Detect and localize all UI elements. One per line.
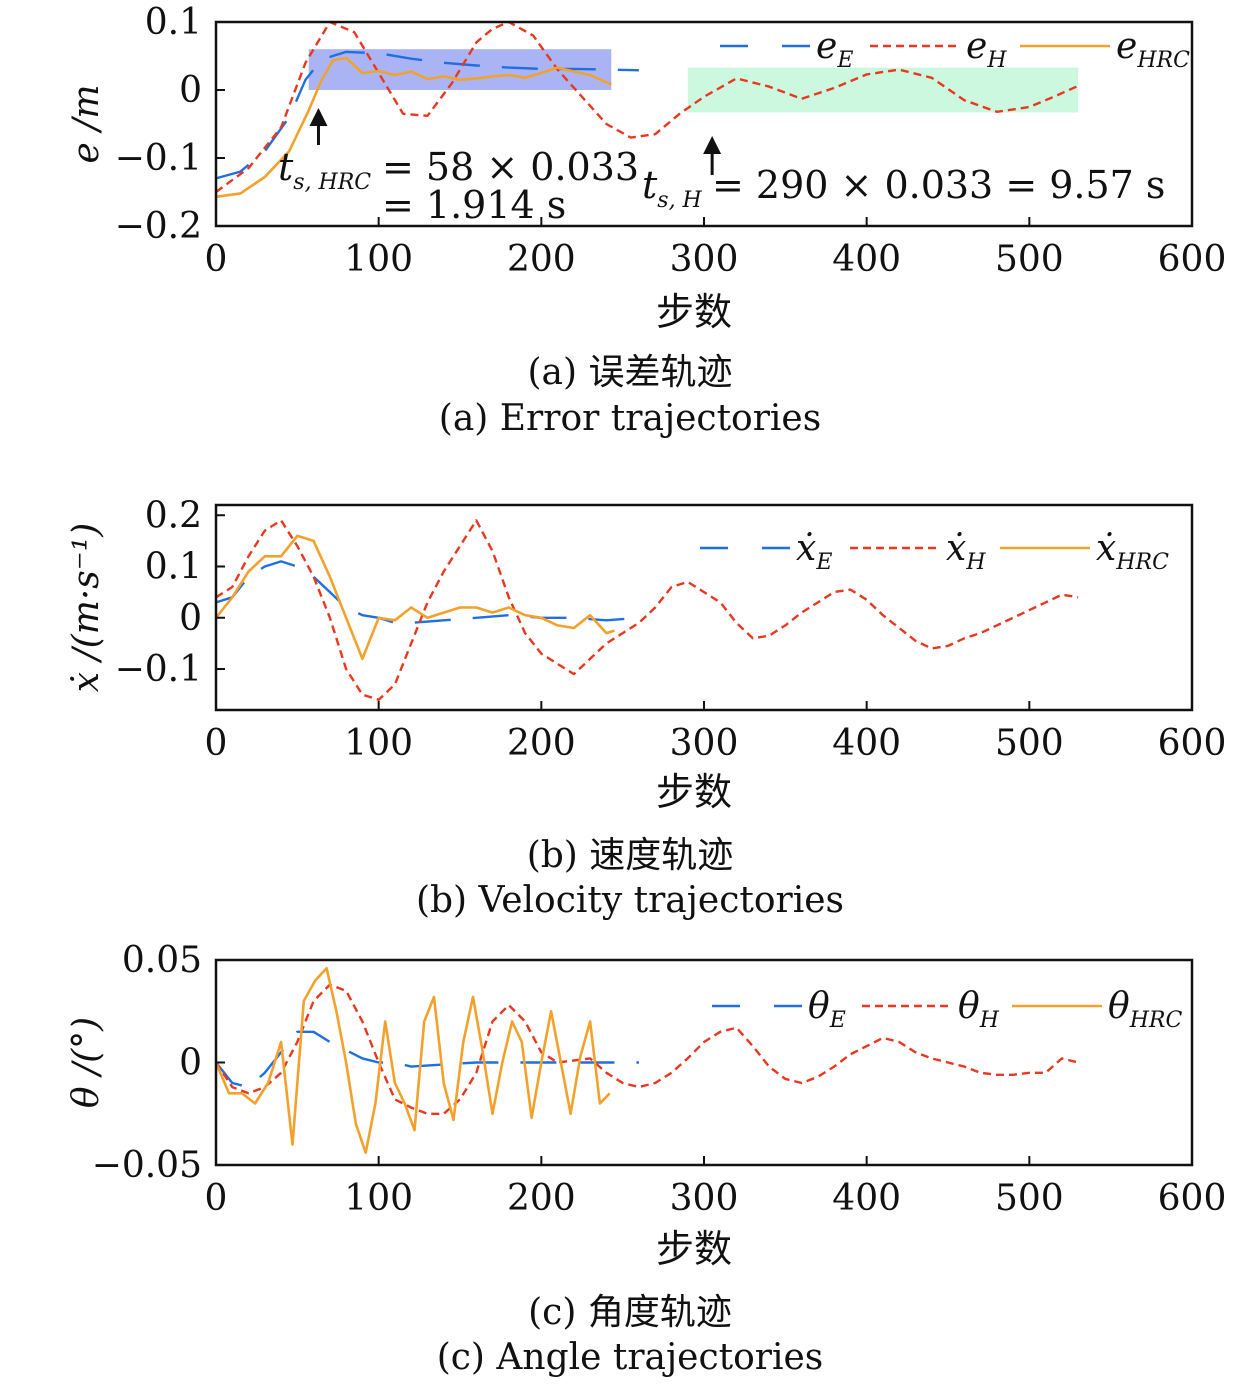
x-axis-label: 步数 bbox=[656, 1227, 732, 1271]
annotation-arrow-head bbox=[703, 136, 722, 154]
series-line-hrc bbox=[216, 534, 615, 661]
caption-a-en: (a) Error trajectories bbox=[438, 398, 822, 439]
y-tick-label: 0 bbox=[179, 70, 202, 111]
annotation-hrc-line1: = 58 × 0.033 bbox=[382, 145, 639, 189]
plot-frame bbox=[214, 503, 1194, 712]
x-tick-label: 100 bbox=[344, 723, 413, 764]
y-tick-label: 0.1 bbox=[145, 547, 202, 588]
x-tick-label: 0 bbox=[205, 723, 228, 764]
y-axis-label: ẋ /(m·s⁻¹) bbox=[66, 523, 107, 692]
y-tick-label: −0.2 bbox=[115, 206, 202, 247]
annotation-h-text: = 290 × 0.033 = 9.57 s bbox=[712, 163, 1165, 207]
caption-b-en: (b) Velocity trajectories bbox=[415, 880, 845, 921]
legend-label-h: ẋH bbox=[946, 528, 986, 575]
x-tick-label: 0 bbox=[205, 239, 228, 280]
x-tick-label: 600 bbox=[1158, 723, 1227, 764]
legend-label-hrc: θHRC bbox=[1108, 986, 1182, 1033]
annotation-arrow-head bbox=[309, 108, 328, 126]
series-line-h bbox=[216, 983, 1079, 1115]
series-line-e bbox=[216, 1030, 639, 1089]
x-tick-label: 300 bbox=[670, 239, 739, 280]
series-line-e bbox=[216, 560, 639, 625]
x-tick-label: 600 bbox=[1158, 1178, 1227, 1219]
series-group bbox=[216, 966, 1079, 1154]
x-tick-label: 100 bbox=[344, 1178, 413, 1219]
plot-frame bbox=[214, 958, 1194, 1167]
x-tick-label: 400 bbox=[832, 239, 901, 280]
caption-c-cn: (c) 角度轨迹 bbox=[528, 1292, 732, 1333]
caption-b-cn: (b) 速度轨迹 bbox=[526, 835, 734, 876]
y-tick-label: 0.1 bbox=[145, 2, 202, 43]
x-tick-label: 400 bbox=[832, 1178, 901, 1219]
caption-c-en: (c) Angle trajectories bbox=[436, 1337, 824, 1378]
x-tick-label: 200 bbox=[507, 1178, 576, 1219]
y-axis-label: θ /(°) bbox=[66, 1017, 107, 1108]
series-line-hrc bbox=[216, 56, 612, 199]
annotation-hrc-var: ts, HRC bbox=[278, 145, 371, 195]
x-tick-label: 200 bbox=[507, 723, 576, 764]
x-tick-label: 200 bbox=[507, 239, 576, 280]
legend-label-hrc: ẋHRC bbox=[1096, 528, 1169, 575]
x-axis-label: 步数 bbox=[656, 770, 732, 814]
x-tick-label: 300 bbox=[670, 723, 739, 764]
x-tick-label: 100 bbox=[344, 239, 413, 280]
caption-a-cn: (a) 误差轨迹 bbox=[527, 352, 733, 393]
x-tick-label: 400 bbox=[832, 723, 901, 764]
annotation-h-var: ts, H bbox=[642, 163, 703, 213]
legend-label-h: θH bbox=[958, 986, 1000, 1033]
y-tick-label: −0.05 bbox=[92, 1145, 202, 1186]
shaded-region bbox=[687, 67, 1079, 113]
x-tick-label: 500 bbox=[995, 723, 1064, 764]
x-tick-label: 0 bbox=[205, 1178, 228, 1219]
y-axis-label: e /m bbox=[66, 84, 107, 163]
y-tick-label: −0.1 bbox=[115, 138, 202, 179]
y-tick-label: 0.05 bbox=[122, 940, 202, 981]
series-group bbox=[216, 519, 1079, 701]
y-tick-label: 0.2 bbox=[145, 495, 202, 536]
y-tick-label: 0 bbox=[179, 1043, 202, 1084]
x-tick-label: 300 bbox=[670, 1178, 739, 1219]
y-tick-label: −0.1 bbox=[115, 649, 202, 690]
x-tick-label: 600 bbox=[1158, 239, 1227, 280]
series-line-hrc bbox=[216, 966, 611, 1154]
x-axis-label: 步数 bbox=[656, 290, 732, 334]
series-group bbox=[216, 22, 1079, 199]
series-line-h bbox=[216, 519, 1079, 701]
legend-label-h: eH bbox=[966, 26, 1007, 73]
panel-a-error-chart: 0 100 200 300 400 500 600 0.1 0 −0.1 −0.2 步数 e /m eE e… bbox=[66, 2, 1226, 334]
x-tick-label: 500 bbox=[995, 1178, 1064, 1219]
y-tick-label: 0 bbox=[179, 598, 202, 639]
series-line-h bbox=[216, 22, 1079, 193]
legend-label-e: θE bbox=[808, 986, 846, 1033]
legend-label-e: eE bbox=[816, 26, 853, 73]
legend-label-hrc: eHRC bbox=[1116, 26, 1190, 73]
annotation-hrc-line2: = 1.914 s bbox=[382, 183, 566, 227]
x-tick-label: 500 bbox=[995, 239, 1064, 280]
legend-label-e: ẋE bbox=[796, 528, 832, 575]
